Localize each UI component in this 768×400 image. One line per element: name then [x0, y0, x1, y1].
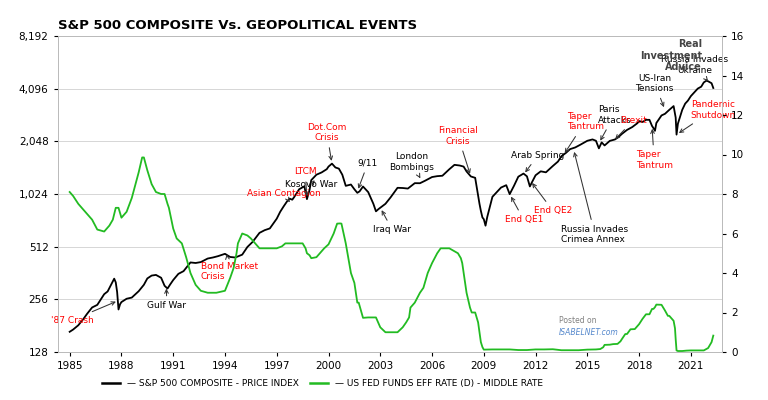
Text: Financial
Crisis: Financial Crisis: [438, 126, 478, 173]
Text: US-Iran
Tensions: US-Iran Tensions: [635, 74, 674, 106]
Text: Russia Invades
Crimea Annex: Russia Invades Crimea Annex: [561, 153, 628, 244]
Text: Gulf War: Gulf War: [147, 290, 187, 310]
Text: Asian Contagion: Asian Contagion: [247, 189, 321, 201]
Text: Dot.Com
Crisis: Dot.Com Crisis: [307, 123, 346, 160]
Text: S&P 500 COMPOSITE Vs. GEOPOLITICAL EVENTS: S&P 500 COMPOSITE Vs. GEOPOLITICAL EVENT…: [58, 19, 417, 32]
Text: Paris
Attacks: Paris Attacks: [598, 105, 631, 140]
Legend: — S&P 500 COMPOSITE - PRICE INDEX, — US FED FUNDS EFF RATE (D) - MIDDLE RATE: — S&P 500 COMPOSITE - PRICE INDEX, — US …: [98, 375, 547, 392]
Text: Taper
Tantrum: Taper Tantrum: [636, 130, 673, 170]
Text: Pandemic
Shutdown: Pandemic Shutdown: [680, 100, 736, 132]
Text: Taper
Tantrum: Taper Tantrum: [565, 112, 604, 152]
Text: 9/11: 9/11: [358, 158, 378, 188]
Text: LTCM: LTCM: [294, 167, 316, 195]
Text: Arab Spring: Arab Spring: [511, 150, 564, 172]
Text: Iraq War: Iraq War: [373, 211, 412, 234]
Text: Bond Market
Crisis: Bond Market Crisis: [200, 256, 258, 281]
Text: End QE2: End QE2: [533, 184, 572, 215]
Text: End QE1: End QE1: [505, 198, 543, 224]
Text: Brexit: Brexit: [616, 116, 647, 138]
Text: Real
Investment
Advice: Real Investment Advice: [640, 39, 702, 72]
Text: Kosovo War: Kosovo War: [286, 180, 338, 189]
Text: Russia Invades
Ukraine: Russia Invades Ukraine: [660, 55, 728, 80]
Text: London
Bombings: London Bombings: [389, 152, 434, 177]
Text: Posted on: Posted on: [559, 316, 597, 325]
Text: '87 Crash: '87 Crash: [51, 302, 115, 324]
Text: ISABELNET.com: ISABELNET.com: [559, 328, 619, 337]
